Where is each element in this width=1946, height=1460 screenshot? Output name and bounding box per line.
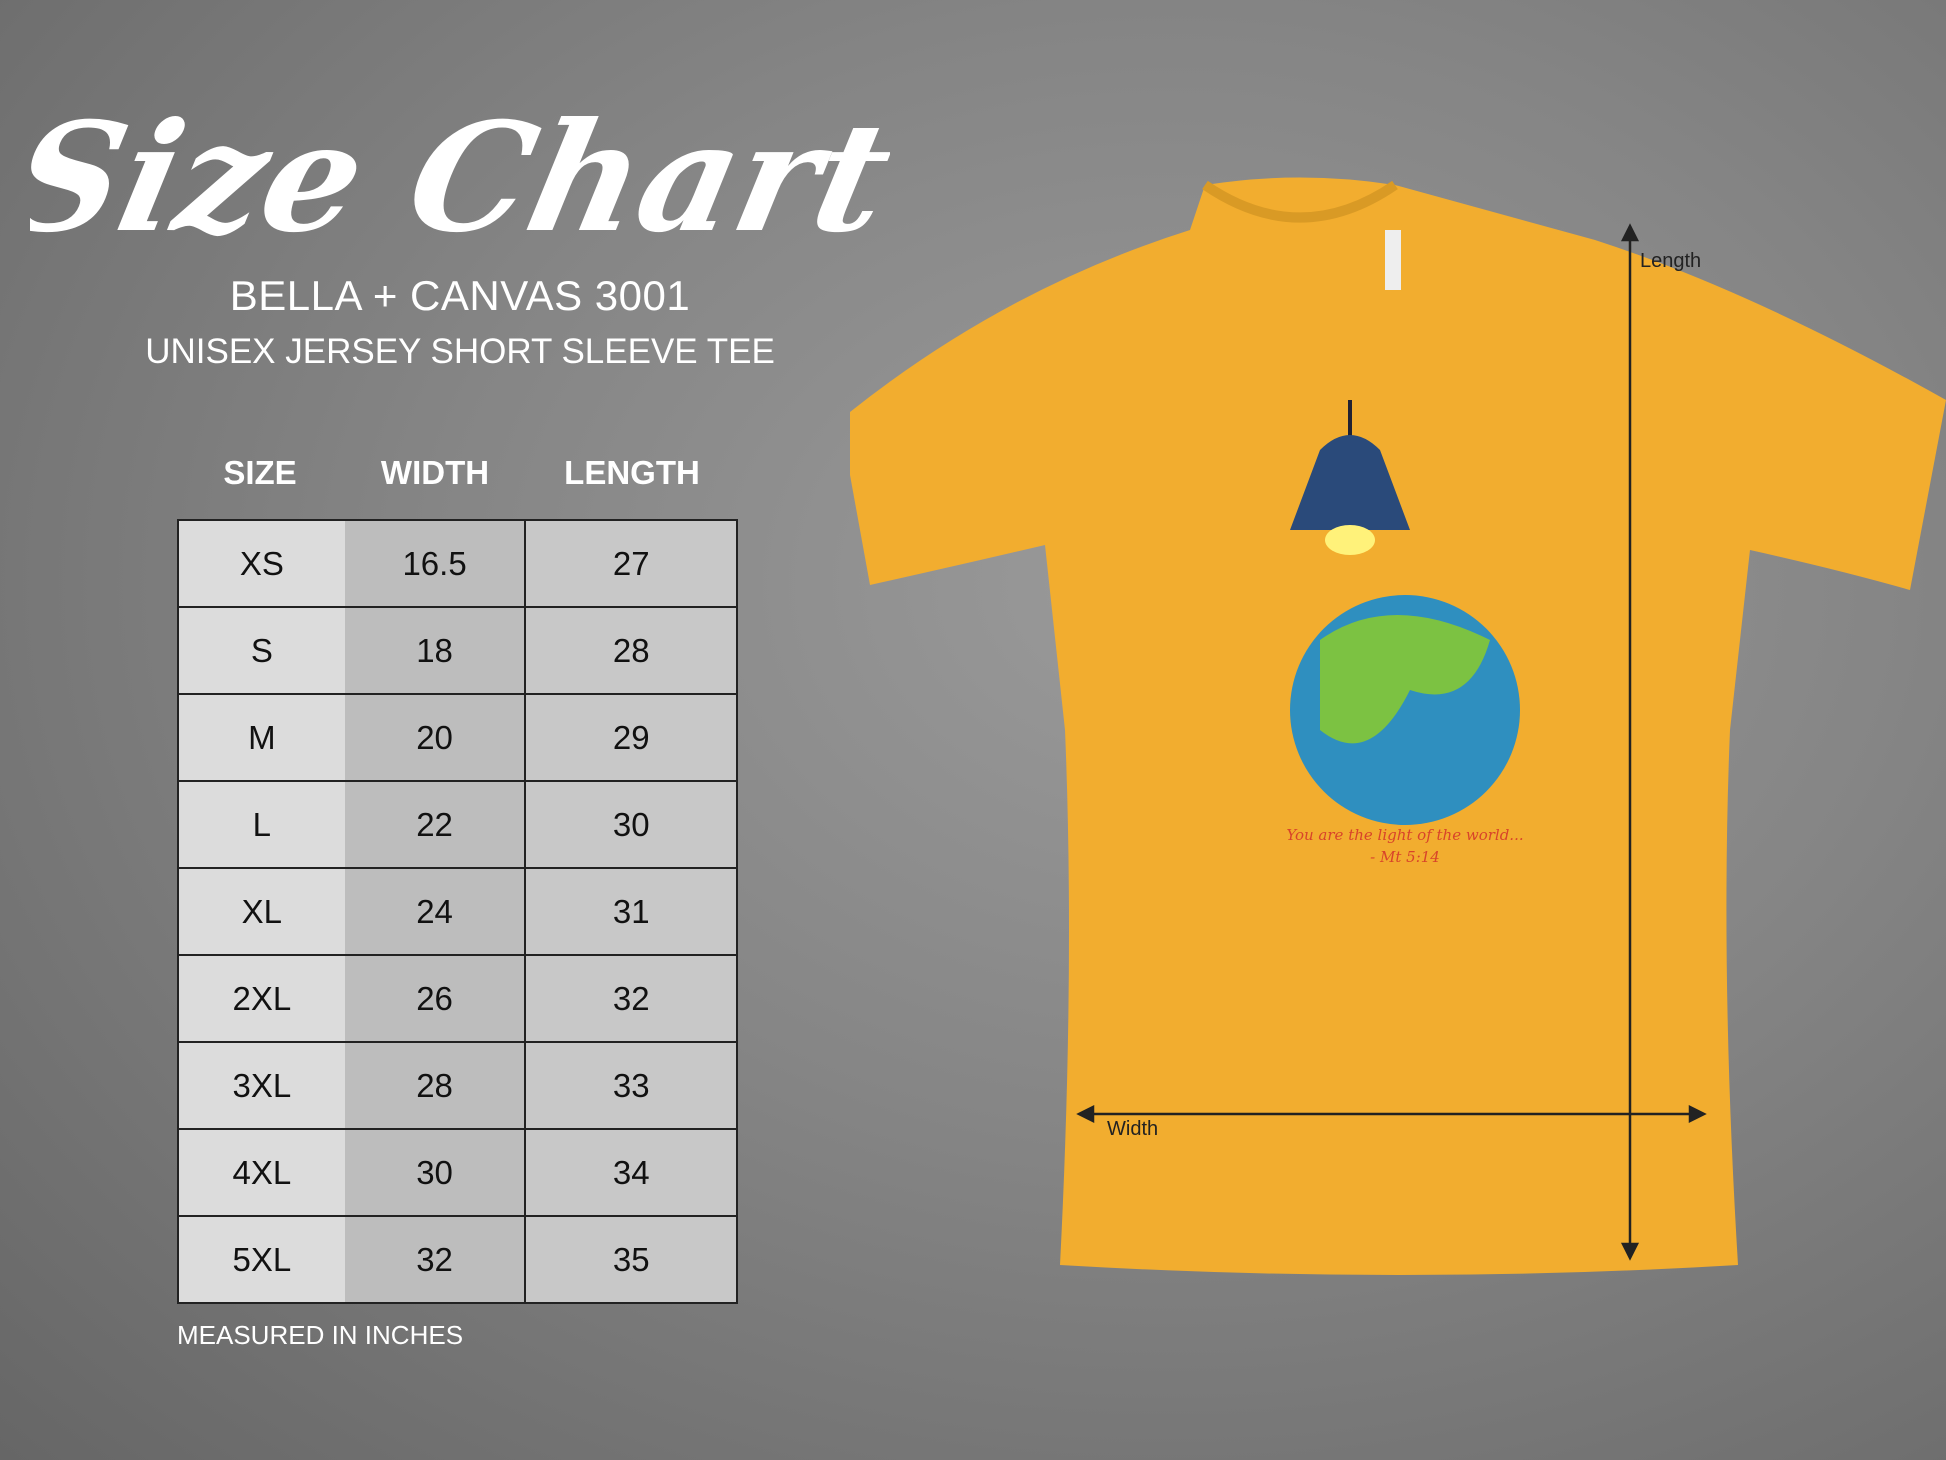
quote-reference: - Mt 5:14: [1370, 848, 1440, 866]
length-cell: 30: [524, 780, 738, 869]
header-length: LENGTH: [564, 454, 700, 491]
table-row: S 18 28: [177, 606, 738, 695]
print-quote: You are the light of the world... - Mt 5…: [1260, 824, 1550, 868]
length-cell: 35: [524, 1215, 738, 1304]
width-cell: 24: [344, 867, 527, 956]
length-cell: 29: [524, 693, 738, 782]
length-label: Length: [1640, 250, 1702, 272]
header-width: WIDTH: [380, 454, 490, 491]
tag-icon: [1385, 230, 1401, 290]
size-cell: 3XL: [177, 1041, 345, 1130]
width-cell: 18: [344, 606, 527, 695]
size-cell: S: [177, 606, 345, 695]
size-cell: L: [177, 780, 345, 869]
length-cell: 33: [524, 1041, 738, 1130]
width-cell: 26: [344, 954, 527, 1043]
size-chart-title-logo: Size Chart: [30, 90, 890, 266]
size-cell: M: [177, 693, 345, 782]
width-label: Width: [1107, 1118, 1159, 1140]
table-row: L 22 30: [177, 780, 738, 869]
width-cell: 28: [344, 1041, 527, 1130]
size-cell: 4XL: [177, 1128, 345, 1217]
table-row: XL 24 31: [177, 867, 738, 956]
table-row: M 20 29: [177, 693, 738, 782]
header-size: SIZE: [223, 454, 297, 491]
width-cell: 32: [344, 1215, 527, 1304]
width-cell: 22: [344, 780, 527, 869]
table-row: XS 16.5 27: [177, 519, 738, 608]
length-cell: 34: [524, 1128, 738, 1217]
size-cell: 5XL: [177, 1215, 345, 1304]
collar: [1202, 180, 1398, 223]
lamp-icon: [1290, 435, 1410, 530]
table-row: 4XL 30 34: [177, 1128, 738, 1217]
width-cell: 30: [344, 1128, 527, 1217]
width-cell: 20: [344, 693, 527, 782]
length-cell: 32: [524, 954, 738, 1043]
brand-model: BELLA + CANVAS 3001: [229, 272, 691, 319]
length-cell: 31: [524, 867, 738, 956]
tshirt-image: [850, 177, 1946, 1275]
length-cell: 27: [524, 519, 738, 608]
size-cell: XS: [177, 519, 345, 608]
table-row: 2XL 26 32: [177, 954, 738, 1043]
product-subtitle: UNISEX JERSEY SHORT SLEEVE TEE: [145, 332, 775, 371]
width-cell: 16.5: [344, 519, 527, 608]
quote-text: You are the light of the world...: [1286, 826, 1524, 844]
size-cell: XL: [177, 867, 345, 956]
measurement-note: MEASURED IN INCHES: [177, 1320, 464, 1350]
size-table: XS 16.5 27 S 18 28 M 20 29 L 22 30 XL 24 31 2XL 26 32 3XL 2…: [177, 519, 738, 1304]
length-cell: 28: [524, 606, 738, 695]
size-cell: 2XL: [177, 954, 345, 1043]
title-text: Size Chart: [30, 90, 890, 266]
table-row: 3XL 28 33: [177, 1041, 738, 1130]
table-row: 5XL 32 35: [177, 1215, 738, 1304]
